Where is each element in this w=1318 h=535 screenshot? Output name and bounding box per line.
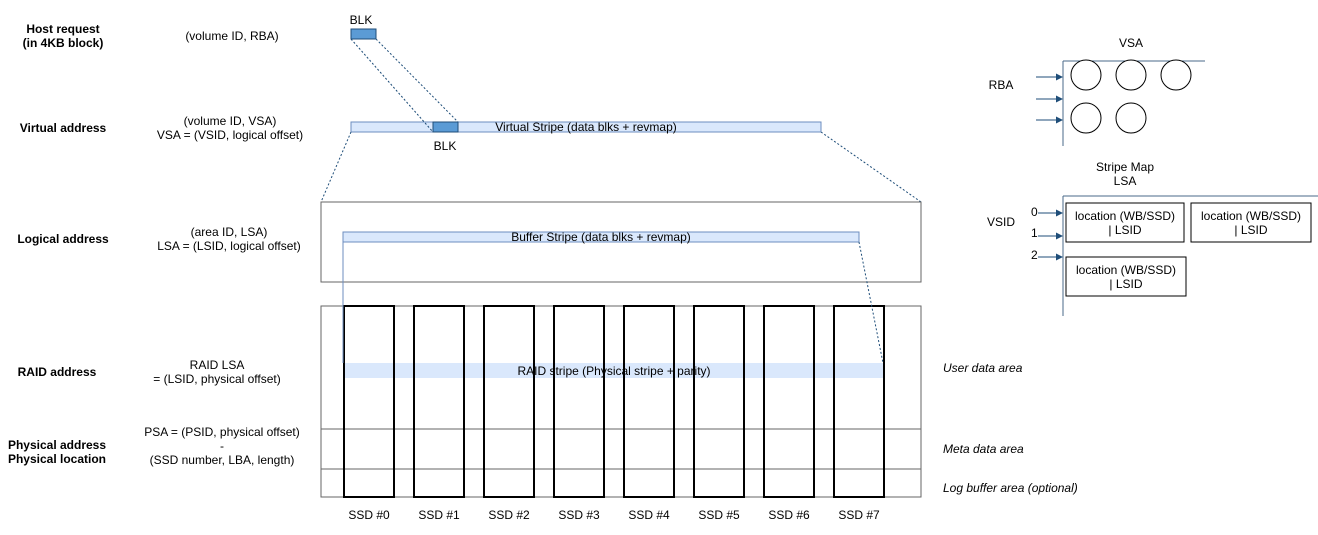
logical-area-box <box>320 201 922 283</box>
stripe-map-subtitle: LSA <box>1114 174 1137 188</box>
ssd-label: SSD #3 <box>558 508 600 522</box>
entry-lsid: | LSID <box>1109 277 1142 291</box>
ssd-label: SSD #5 <box>698 508 740 522</box>
vsa-entry-circle <box>1115 59 1147 91</box>
ssd-columns: SSD #0 SSD #1 SSD #2 SSD #3 SSD #4 SSD #5 SSD … <box>343 305 885 522</box>
level-label: Physical address <box>8 438 106 452</box>
level-format: PSA = (PSID, physical offset) <box>144 425 300 439</box>
blk-link-right <box>375 38 459 123</box>
blk-link-left <box>350 38 434 133</box>
level-format: (volume ID, RBA) <box>185 29 278 43</box>
level-label: Logical address <box>17 232 109 246</box>
ssd-label: SSD #2 <box>488 508 530 522</box>
vsa-entry-circle <box>1160 59 1192 91</box>
virtual-stripe <box>350 121 822 133</box>
vsa-entry-circle <box>1070 102 1102 134</box>
level-label: RAID address <box>18 365 97 379</box>
host-blk <box>350 28 377 40</box>
ssd-column <box>623 305 675 498</box>
raid-stripe <box>344 363 884 378</box>
stripe-map: Stripe Map LSA VSID 0 1 2 location (WB/S… <box>987 160 1318 316</box>
virtual-blk <box>432 121 459 133</box>
buffer-stripe-label: Buffer Stripe (data blks + revmap) <box>511 230 691 244</box>
ssd-column <box>553 305 605 498</box>
entry-location: location (WB/SSD) <box>1075 209 1175 223</box>
entry-lsid: | LSID <box>1108 223 1141 237</box>
vsa-map: VSA RBA <box>989 36 1205 146</box>
entry-location: location (WB/SSD) <box>1201 209 1301 223</box>
ssd-column <box>343 305 395 498</box>
level-label: (in 4KB block) <box>23 36 104 50</box>
physical-area-box <box>320 305 922 498</box>
ssd-column <box>763 305 815 498</box>
virtual-stripe-label: Virtual Stripe (data blks + revmap) <box>495 120 677 134</box>
level-physical-address: Physical address Physical location PSA =… <box>8 425 300 467</box>
ssd-label: SSD #1 <box>418 508 460 522</box>
stripe-map-entry: location (WB/SSD) | LSID <box>1065 256 1187 297</box>
level-format: (area ID, LSA) <box>191 225 268 239</box>
ssd-label: SSD #0 <box>348 508 390 522</box>
log-buffer-area-label: Log buffer area (optional) <box>943 481 1078 495</box>
level-format: LSA = (LSID, logical offset) <box>157 239 301 253</box>
level-host-request: Host request (in 4KB block) (volume ID, … <box>23 22 279 50</box>
raid-stripe-label: RAID stripe (Physical stripe + parity) <box>517 364 710 378</box>
level-logical-address: Logical address (area ID, LSA) LSA = (LS… <box>17 225 300 253</box>
virtual-blk-label: BLK <box>434 139 457 153</box>
level-format: VSA = (VSID, logical offset) <box>157 128 303 142</box>
vsa-circles <box>1070 59 1192 134</box>
stripe-map-entry: location (WB/SSD) | LSID <box>1065 202 1185 243</box>
level-format: (volume ID, VSA) <box>184 114 277 128</box>
vsa-entry-circle <box>1115 102 1147 134</box>
vsid-row-label: 0 <box>1031 205 1038 219</box>
vsid-row-label: 2 <box>1031 248 1038 262</box>
buffer-stripe <box>342 231 860 243</box>
level-label: Virtual address <box>20 121 107 135</box>
vsa-map-axis-label: RBA <box>989 78 1014 92</box>
vsid-row-label: 1 <box>1031 226 1038 240</box>
entry-location: location (WB/SSD) <box>1076 263 1176 277</box>
ssd-label: SSD #6 <box>768 508 810 522</box>
level-format: - <box>220 439 224 453</box>
level-format: RAID LSA <box>190 358 245 372</box>
ssd-label: SSD #4 <box>628 508 670 522</box>
ssd-column <box>413 305 465 498</box>
ssd-column <box>483 305 535 498</box>
vsa-entry-circle <box>1070 59 1102 91</box>
stripe-link-right <box>820 131 922 203</box>
level-format: (SSD number, LBA, length) <box>150 453 295 467</box>
level-raid-address: RAID address RAID LSA = (LSID, physical … <box>18 358 281 386</box>
host-blk-label: BLK <box>350 13 373 27</box>
vsa-map-title: VSA <box>1119 36 1143 50</box>
entry-lsid: | LSID <box>1234 223 1267 237</box>
ssd-label: SSD #7 <box>838 508 880 522</box>
ssd-column <box>833 305 885 498</box>
meta-data-area-label: Meta data area <box>943 442 1024 456</box>
stripe-map-title: Stripe Map <box>1096 160 1154 174</box>
level-virtual-address: Virtual address (volume ID, VSA) VSA = (… <box>20 114 303 142</box>
stripe-link-left <box>320 131 352 203</box>
level-label: Physical location <box>8 452 106 466</box>
user-data-area-label: User data area <box>943 361 1023 375</box>
level-label: Host request <box>26 22 99 36</box>
stripe-map-entry: location (WB/SSD) | LSID <box>1190 202 1312 243</box>
stripe-map-axis-label: VSID <box>987 215 1015 229</box>
buffer-link-right <box>858 241 884 364</box>
level-format: = (LSID, physical offset) <box>153 372 281 386</box>
ssd-column <box>693 305 745 498</box>
